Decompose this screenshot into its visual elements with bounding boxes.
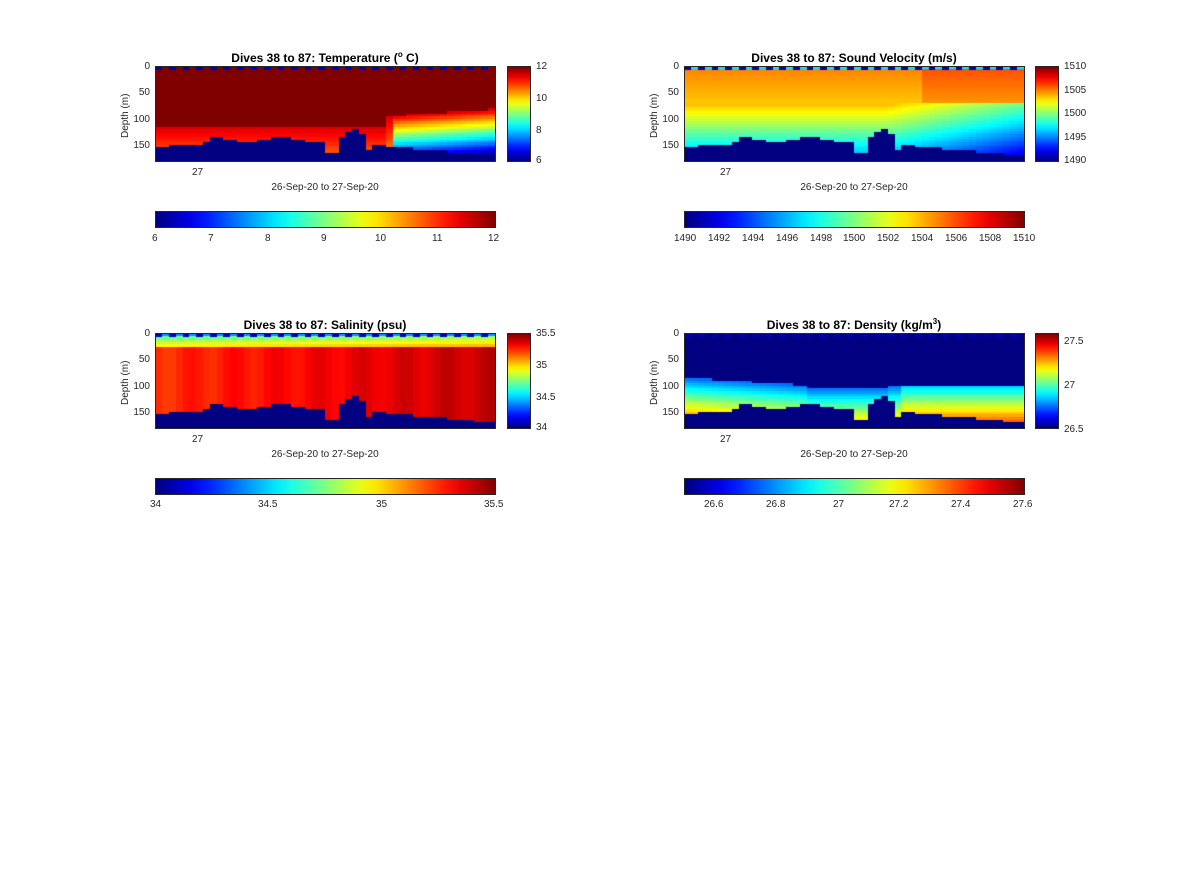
density-heatmap bbox=[684, 333, 1025, 429]
density-hcbar-tick: 26.6 bbox=[704, 499, 724, 510]
salinity-cbar-tick: 34 bbox=[536, 422, 548, 433]
density-xtick: 27 bbox=[720, 434, 732, 445]
salinity-hcbar-tick: 35 bbox=[376, 499, 388, 510]
salinity-heatmap bbox=[155, 333, 496, 429]
sound-velocity-hcbar-tick: 1506 bbox=[945, 233, 968, 244]
temperature-xtick: 27 bbox=[192, 167, 204, 178]
sound-velocity-cbar-tick: 1500 bbox=[1064, 108, 1087, 119]
temperature-colorbar-vertical bbox=[507, 66, 531, 162]
density-cbar-tick: 27 bbox=[1064, 380, 1076, 391]
temperature-hcbar-tick: 12 bbox=[488, 233, 500, 244]
density-ytick: 100 bbox=[662, 381, 679, 392]
temperature-cbar-tick: 6 bbox=[536, 155, 542, 166]
sound-velocity-hcbar-tick: 1490 bbox=[674, 233, 697, 244]
temperature-cbar-tick: 12 bbox=[536, 61, 548, 72]
temperature-heatmap bbox=[155, 66, 496, 162]
salinity-ytick: 150 bbox=[133, 407, 150, 418]
sound-velocity-cbar-tick: 1510 bbox=[1064, 61, 1087, 72]
density-hcbar-tick: 27.2 bbox=[889, 499, 909, 510]
sound-velocity-ytick: 100 bbox=[662, 114, 679, 125]
sound-velocity-title: Dives 38 to 87: Sound Velocity (m/s) bbox=[751, 51, 957, 65]
density-ytick: 50 bbox=[667, 354, 679, 365]
salinity-colorbar-horizontal bbox=[155, 478, 496, 495]
density-title: Dives 38 to 87: Density (kg/m3) bbox=[766, 317, 942, 332]
density-hcbar-tick: 27 bbox=[833, 499, 845, 510]
density-hcbar-tick: 27.6 bbox=[1013, 499, 1033, 510]
density-ytick: 0 bbox=[673, 328, 679, 339]
sound-velocity-hcbar-tick: 1508 bbox=[979, 233, 1002, 244]
sound-velocity-colorbar-vertical bbox=[1035, 66, 1059, 162]
temperature-title: Dives 38 to 87: Temperature (o C) bbox=[231, 50, 419, 65]
temperature-hcbar-tick: 10 bbox=[375, 233, 387, 244]
sound-velocity-cbar-tick: 1490 bbox=[1064, 155, 1087, 166]
sound-velocity-colorbar-horizontal bbox=[684, 211, 1025, 228]
temperature-hcbar-tick: 6 bbox=[152, 233, 158, 244]
salinity-colorbar-vertical bbox=[507, 333, 531, 429]
sound-velocity-ytick: 150 bbox=[662, 140, 679, 151]
sound-velocity-cbar-tick: 1495 bbox=[1064, 132, 1087, 143]
sound-velocity-hcbar-tick: 1504 bbox=[911, 233, 934, 244]
density-hcbar-tick: 27.4 bbox=[951, 499, 971, 510]
salinity-ytick: 100 bbox=[133, 381, 150, 392]
salinity-ytick: 0 bbox=[144, 328, 150, 339]
salinity-cbar-tick: 34.5 bbox=[536, 392, 556, 403]
density-cbar-tick: 27.5 bbox=[1064, 336, 1084, 347]
temperature-ytick: 0 bbox=[144, 61, 150, 72]
temperature-xlabel: 26-Sep-20 to 27-Sep-20 bbox=[271, 182, 379, 193]
salinity-hcbar-tick: 35.5 bbox=[484, 499, 504, 510]
temperature-cbar-tick: 8 bbox=[536, 125, 542, 136]
sound-velocity-heatmap bbox=[684, 66, 1025, 162]
salinity-xlabel: 26-Sep-20 to 27-Sep-20 bbox=[271, 449, 379, 460]
salinity-xtick: 27 bbox=[192, 434, 204, 445]
sound-velocity-hcbar-tick: 1510 bbox=[1013, 233, 1036, 244]
sound-velocity-hcbar-tick: 1496 bbox=[776, 233, 799, 244]
density-cbar-tick: 26.5 bbox=[1064, 424, 1084, 435]
sound-velocity-xtick: 27 bbox=[720, 167, 732, 178]
sound-velocity-hcbar-tick: 1502 bbox=[877, 233, 900, 244]
sound-velocity-xlabel: 26-Sep-20 to 27-Sep-20 bbox=[800, 182, 908, 193]
temperature-hcbar-tick: 8 bbox=[265, 233, 271, 244]
density-ytick: 150 bbox=[662, 407, 679, 418]
temperature-ytick: 100 bbox=[133, 114, 150, 125]
temperature-cbar-tick: 10 bbox=[536, 93, 548, 104]
salinity-hcbar-tick: 34.5 bbox=[258, 499, 278, 510]
sound-velocity-ytick: 0 bbox=[673, 61, 679, 72]
sound-velocity-cbar-tick: 1505 bbox=[1064, 85, 1087, 96]
sound-velocity-hcbar-tick: 1494 bbox=[742, 233, 765, 244]
salinity-ytick: 50 bbox=[138, 354, 150, 365]
temperature-hcbar-tick: 7 bbox=[208, 233, 214, 244]
salinity-cbar-tick: 35.5 bbox=[536, 328, 556, 339]
density-colorbar-vertical bbox=[1035, 333, 1059, 429]
density-hcbar-tick: 26.8 bbox=[766, 499, 786, 510]
sound-velocity-hcbar-tick: 1498 bbox=[810, 233, 833, 244]
temperature-ytick: 150 bbox=[133, 140, 150, 151]
temperature-ytick: 50 bbox=[138, 87, 150, 98]
salinity-hcbar-tick: 34 bbox=[150, 499, 162, 510]
density-colorbar-horizontal bbox=[684, 478, 1025, 495]
salinity-title: Dives 38 to 87: Salinity (psu) bbox=[243, 318, 407, 332]
temperature-hcbar-tick: 11 bbox=[432, 233, 443, 244]
temperature-hcbar-tick: 9 bbox=[321, 233, 327, 244]
sound-velocity-ytick: 50 bbox=[667, 87, 679, 98]
salinity-cbar-tick: 35 bbox=[536, 360, 548, 371]
density-xlabel: 26-Sep-20 to 27-Sep-20 bbox=[800, 449, 908, 460]
sound-velocity-hcbar-tick: 1500 bbox=[843, 233, 866, 244]
temperature-colorbar-horizontal bbox=[155, 211, 496, 228]
sound-velocity-hcbar-tick: 1492 bbox=[708, 233, 731, 244]
